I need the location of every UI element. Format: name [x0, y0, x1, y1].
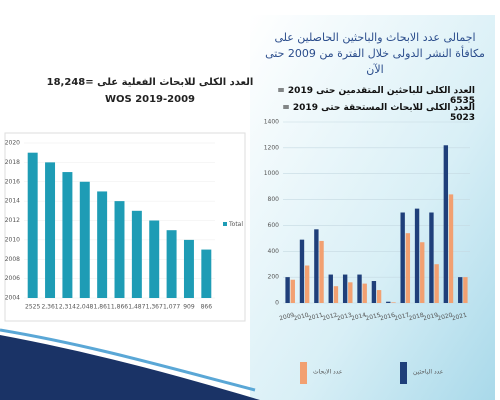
bar [131, 210, 142, 298]
x-tick-label: 2019 [422, 312, 439, 323]
bar [299, 239, 305, 303]
bar [97, 191, 108, 298]
y-tick-label: 2012 [5, 217, 20, 224]
x-tick-label: 1,367 [146, 304, 163, 311]
x-tick-label: 1,861 [94, 304, 111, 311]
bar [434, 264, 439, 303]
y-tick-label: 1000 [264, 170, 279, 177]
x-tick-label: 909 [183, 304, 195, 311]
y-tick-label: 2006 [5, 275, 20, 282]
y-tick-label: 2008 [5, 256, 20, 263]
x-tick-label: 2013 [336, 312, 353, 323]
y-tick-label: 200 [268, 274, 280, 281]
y-tick-label: 600 [268, 222, 280, 229]
decoration [0, 328, 256, 392]
y-tick-label: 800 [268, 196, 280, 203]
x-tick-label: 1,866 [111, 304, 128, 311]
bar [114, 201, 125, 298]
y-tick-label: 2010 [5, 236, 20, 243]
panel [250, 15, 495, 400]
annotation: العدد الكلى للابحاث المستحقة حتى 2019 = … [282, 103, 475, 123]
bar [405, 233, 411, 303]
legend-label: عدد الباحثين [413, 369, 443, 376]
x-tick-label: 1,077 [163, 304, 180, 311]
y-tick-label: 400 [268, 248, 280, 255]
x-tick-label: 2017 [394, 312, 411, 323]
y-tick-label: 2020 [5, 140, 20, 147]
bar [448, 194, 454, 303]
bar [429, 212, 434, 303]
annotation: العدد الكلى للباحثين المتقدمين حتى 2019 … [277, 86, 475, 106]
bar [201, 249, 212, 298]
title: العدد الكلى للابحاث الفعلية على =18,248 [46, 77, 254, 88]
x-tick-label: 2525 [25, 304, 40, 311]
bar [319, 240, 324, 303]
x-tick-label: 2010 [293, 312, 310, 323]
y-tick-label: 1200 [264, 144, 279, 151]
x-tick-label: 866 [201, 304, 213, 311]
bar [285, 277, 290, 303]
x-tick-label: 2,314 [59, 304, 76, 311]
bar [386, 301, 391, 303]
x-tick-label: 2021 [451, 312, 468, 323]
legend-swatch [223, 222, 227, 226]
bar [328, 274, 333, 303]
x-tick-label: 2020 [437, 312, 454, 323]
x-tick-label: 2014 [350, 312, 367, 323]
y-tick-label: 2004 [5, 295, 20, 302]
x-tick-label: 2011 [307, 312, 324, 323]
bar [27, 152, 38, 298]
legend-label: عدد الابحاث [313, 369, 342, 376]
bar [304, 265, 310, 303]
legend-swatch [300, 362, 307, 384]
bar [45, 162, 56, 298]
legend-swatch [400, 362, 407, 384]
bar [333, 286, 339, 303]
decoration [0, 335, 260, 400]
bar [79, 181, 90, 298]
x-tick-label: 1,487 [128, 304, 145, 311]
bar [443, 145, 449, 303]
bar [400, 212, 405, 303]
bar [290, 279, 295, 303]
y-tick-label: 2018 [5, 159, 20, 166]
x-tick-label: 2016 [379, 312, 396, 323]
x-tick-label: 2012 [322, 312, 339, 323]
title: اجمالى عدد الابحاث والباحثين الحاصلين عل… [265, 31, 485, 76]
bar [371, 281, 377, 303]
bar [342, 274, 348, 303]
x-tick-label: 2009 [279, 312, 296, 323]
legend-label: Total [228, 221, 243, 228]
y-tick-label: 2016 [5, 178, 20, 185]
bar [463, 277, 468, 303]
bar [414, 208, 420, 303]
bar [166, 230, 177, 298]
bar [362, 283, 367, 303]
x-tick-label: 2,361 [41, 304, 58, 311]
x-tick-label: 2,048 [76, 304, 93, 311]
bar [314, 229, 319, 303]
y-tick-label: 1400 [264, 119, 279, 126]
y-tick-label: 2014 [5, 198, 20, 205]
subtitle: 2019-2009 WOS [104, 94, 196, 105]
bar [62, 172, 73, 298]
bar [149, 220, 160, 298]
bar [420, 242, 425, 303]
bar [376, 290, 382, 303]
bar [458, 277, 463, 303]
x-tick-label: 2015 [365, 312, 382, 323]
bar [183, 239, 194, 298]
bar [348, 282, 353, 303]
bar [357, 274, 362, 303]
y-tick-label: 0 [275, 300, 279, 307]
x-tick-label: 2018 [408, 312, 425, 323]
bar [391, 302, 396, 303]
